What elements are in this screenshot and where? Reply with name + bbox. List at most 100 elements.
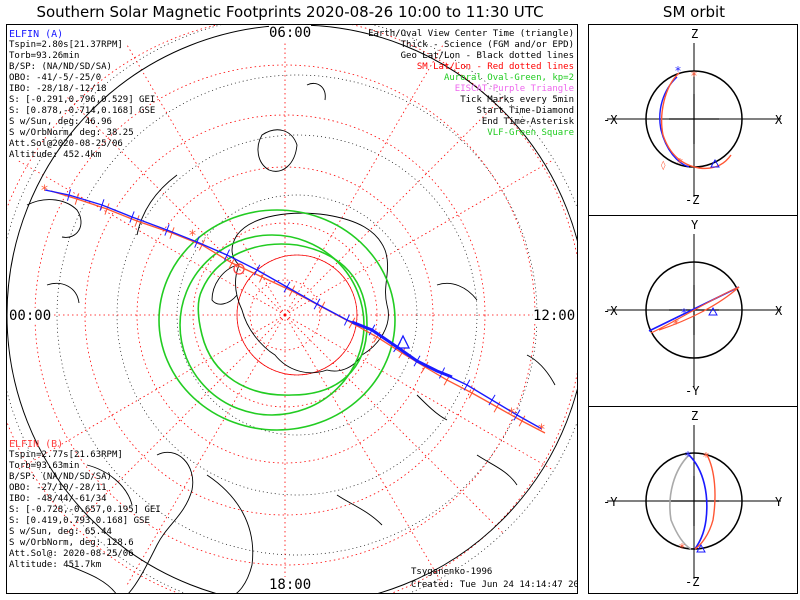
orbit-axis-label-bottom: -Y (685, 384, 700, 398)
orbit-axis-label-left: -X (603, 113, 618, 127)
track-tick (283, 281, 291, 293)
legend-entry: End Time-Asterisk (481, 117, 574, 127)
lt-label-top: 06:00 (269, 25, 312, 41)
sat-b-info-line: Torb=93.63min (9, 461, 80, 471)
orbit-axis-label-right: X (775, 113, 783, 127)
legend: Earth/Oval View Center Time (triangle) Th… (368, 29, 574, 139)
track-elfin-b (50, 190, 546, 434)
orbit-panel-yz: * * * (607, 425, 781, 579)
svg-text:*: * (677, 156, 683, 170)
sat-b-info-line: Altitude: 451.7km (9, 560, 102, 570)
page-title: Southern Solar Magnetic Footprints 2020-… (36, 3, 544, 21)
legend-entry: Auroral Oval-Green, kp=2 (443, 73, 574, 83)
sat-a-lines: Tspin=2.80s[21.37RPM] Torb=93.26min B/SP: … (9, 40, 155, 161)
orbit-axis-label-top: Y (691, 218, 699, 232)
track-line (50, 190, 546, 434)
orbit-panel-xy: * * (607, 234, 781, 388)
track-tick (104, 203, 110, 215)
track-tick (74, 193, 80, 205)
footprint-map: * * * * 06:00 00:00 12:00 18:00 ELFIN (A) T… (6, 24, 578, 594)
track-tick (488, 394, 496, 406)
svg-text:*: * (673, 317, 679, 331)
track-tick (134, 215, 140, 227)
track-tick (518, 415, 526, 427)
track-tick (313, 298, 321, 310)
sm-orbit-panel: * * * ◊ * * (588, 24, 798, 594)
lt-label-right: 12:00 (533, 308, 576, 324)
track-tick (129, 211, 135, 223)
legend-entry: VLF-Green Square (487, 128, 574, 138)
sat-b-info: ELFIN (B) Tspin=2.77s[21.63RPM] Torb=93.6… (9, 439, 161, 571)
track-tick (164, 224, 170, 236)
track-tick (421, 361, 429, 373)
orbit-axis-label-right: X (775, 304, 783, 318)
sat-b-info-line: Att.Sol@: 2020-08-25/06 (9, 549, 134, 559)
footprint-map-svg: * * * * (7, 25, 577, 593)
sat-b-info-line: IBO: -48/44/-61/34 (9, 494, 107, 504)
track-tick (288, 285, 296, 297)
track-end-asterisk: * (189, 228, 196, 244)
sat-b-info-line: S w/Sun, deg: 65.44 (9, 527, 112, 537)
legend-entry: Earth/Oval View Center Time (triangle) (368, 29, 574, 39)
sat-b-info-line: S: [0.419,0.793,0.168] GSE (9, 516, 150, 526)
track-tick (169, 227, 175, 239)
svg-text:*: * (679, 541, 685, 555)
orbit-axis-label-bottom: -Z (685, 193, 700, 207)
sat-b-info-line: S w/OrbNorm, deg: 128.6 (9, 538, 134, 548)
sat-a-info-line: OBO: -41/-5/-25/0 (9, 73, 102, 83)
sm-orbit-svg: * * * ◊ * * (607, 43, 781, 579)
track-science-segment (351, 320, 453, 379)
view-center-triangle (395, 334, 411, 349)
sat-a-info: ELFIN (A) Tspin=2.80s[21.37RPM] Torb=93.2… (9, 29, 155, 161)
svg-text:*: * (703, 450, 709, 464)
sat-a-name: ELFIN (A) (9, 29, 64, 40)
track-tick (66, 189, 72, 201)
orbit-axis-label-top: Z (691, 409, 699, 423)
legend-entry: EISCAT-Purple Triangle (454, 84, 574, 94)
sat-a-info-line: Tspin=2.80s[21.37RPM] (9, 40, 123, 50)
sat-b-info-line: Tspin=2.77s[21.63RPM] (9, 450, 123, 460)
track-tick (463, 379, 471, 391)
orbit-axis-label-left: -X (603, 304, 618, 318)
legend-entry: Tick Marks every 5min (460, 95, 574, 105)
orbit-axis-label-bottom: -Z (685, 575, 700, 589)
legend-entry: Start Time-Diamond (476, 106, 574, 116)
track-tick (99, 199, 105, 211)
track-elfin-a: * * * * (41, 183, 545, 438)
track-tick (398, 347, 406, 359)
sat-a-info-line: S w/OrbNorm, deg: 38.25 (9, 128, 134, 138)
sat-a-info-line: Altitude: 452.4km (9, 150, 102, 160)
auroral-oval (158, 209, 396, 431)
track-tick (228, 257, 236, 269)
sat-a-info-line: Torb=93.26min (9, 51, 80, 61)
lt-label-bottom: 18:00 (269, 577, 312, 593)
track-tick (253, 264, 261, 276)
sat-b-name: ELFIN (B) (9, 439, 64, 450)
svg-text:◊: ◊ (661, 160, 666, 171)
orbit-axis-label-right: Y (775, 495, 783, 509)
sat-a-info-line: S: [-0.291,0.796,0.529] GEI (9, 95, 156, 105)
legend-entry: Geo Lat/Lon - Black dotted lines (400, 51, 574, 61)
svg-text:*: * (685, 449, 691, 463)
sat-b-info-line: B/SP: (NA/ND/SD/SA) (9, 472, 112, 482)
sat-a-info-line: Att.Sol@2020-08-25/06 (9, 139, 123, 149)
sat-a-info-line: B/SP: (NA/ND/SD/SA) (9, 62, 112, 72)
track-end-asterisk: * (508, 406, 515, 422)
orbit-title: SM orbit (662, 3, 726, 21)
sat-a-info-line: S: [0.878,-0.714,0.168] GSE (9, 106, 156, 116)
track-tick (343, 314, 351, 326)
sat-b-info-line: OBO: -27/10/-28/11 (9, 483, 107, 493)
legend-entry: Thick - Science (FGM and/or EPD) (400, 40, 574, 50)
track-end-asterisk: * (41, 183, 48, 199)
svg-text:*: * (675, 64, 681, 78)
orbit-axis-label-left: -Y (603, 495, 618, 509)
sm-pole-circle (236, 254, 358, 376)
track-tick (224, 249, 230, 261)
track-tick (513, 409, 521, 421)
svg-text:*: * (681, 306, 687, 320)
track-tick (198, 239, 206, 251)
orbit-panel-xz: * * * ◊ (607, 43, 781, 197)
track-line (44, 189, 543, 430)
legend-entry: SM Lat/Lon - Red dotted lines (416, 62, 574, 72)
track-end-asterisk: * (538, 422, 545, 438)
